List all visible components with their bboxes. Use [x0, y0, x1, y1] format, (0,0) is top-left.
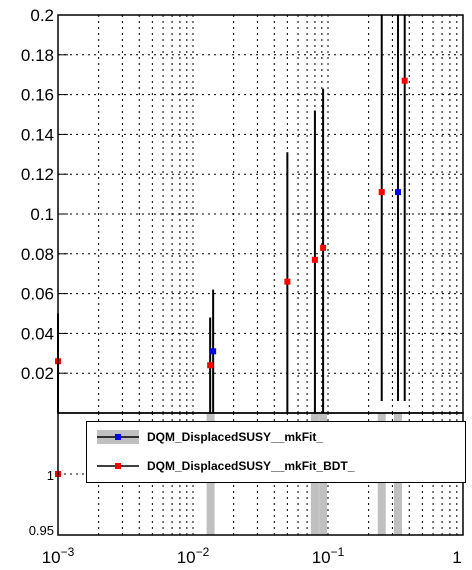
y-tick-label: 0.2	[30, 6, 54, 25]
legend-entry-mkfit-bdt: DQM_DisplacedSUSY__mkFit_BDT_	[87, 453, 465, 481]
y-tick-label: 0.08	[21, 245, 54, 264]
y-tick-label: 0.16	[21, 86, 54, 105]
top-markers	[55, 77, 408, 369]
x-tick-labels: 10−3 10−2 10−1 1	[42, 545, 462, 567]
x-tick-label: 10−2	[177, 545, 210, 567]
y-tick-label: 0.06	[21, 285, 54, 304]
y-tick-label: 0.12	[21, 165, 54, 184]
legend-label-mkfit: DQM_DisplacedSUSY__mkFit_	[147, 430, 324, 444]
data-point-mkfit-bdt	[284, 278, 291, 285]
data-point-mkfit-bdt	[378, 189, 385, 196]
x-tick-label: 10−1	[312, 545, 345, 567]
ratio-y-tick-label: 1	[47, 468, 54, 483]
top-panel-grid	[57, 14, 464, 413]
data-point-mkfit-bdt	[207, 362, 214, 369]
data-point-mkfit-bdt	[401, 77, 408, 84]
data-point-mkfit	[210, 348, 217, 355]
y-tick-label: 0.1	[30, 205, 54, 224]
legend-marker-mkfit	[97, 430, 139, 444]
data-point-mkfit-bdt	[311, 256, 318, 263]
y-tick-labels: 0.02 0.04 0.06 0.08 0.1 0.12 0.14 0.16 0.18 0.2 0.…	[21, 6, 54, 538]
legend: DQM_DisplacedSUSY__mkFit_ DQM_DisplacedS…	[86, 421, 466, 483]
legend-entry-mkfit: DQM_DisplacedSUSY__mkFit_	[87, 424, 465, 452]
ratio-y-tick-label: 0.95	[29, 523, 54, 538]
y-tick-label: 0.14	[21, 125, 54, 144]
x-tick-label: 10−3	[42, 545, 75, 567]
y-tick-label: 0.04	[21, 324, 54, 343]
legend-label-mkfit-bdt: DQM_DisplacedSUSY__mkFit_BDT_	[147, 459, 355, 473]
y-tick-label: 0.02	[21, 364, 54, 383]
legend-marker-mkfit-bdt	[97, 463, 139, 469]
data-point-mkfit	[394, 189, 401, 196]
data-point-mkfit-bdt	[320, 244, 327, 251]
y-tick-label: 0.18	[21, 46, 54, 65]
x-tick-label: 1	[452, 548, 461, 567]
